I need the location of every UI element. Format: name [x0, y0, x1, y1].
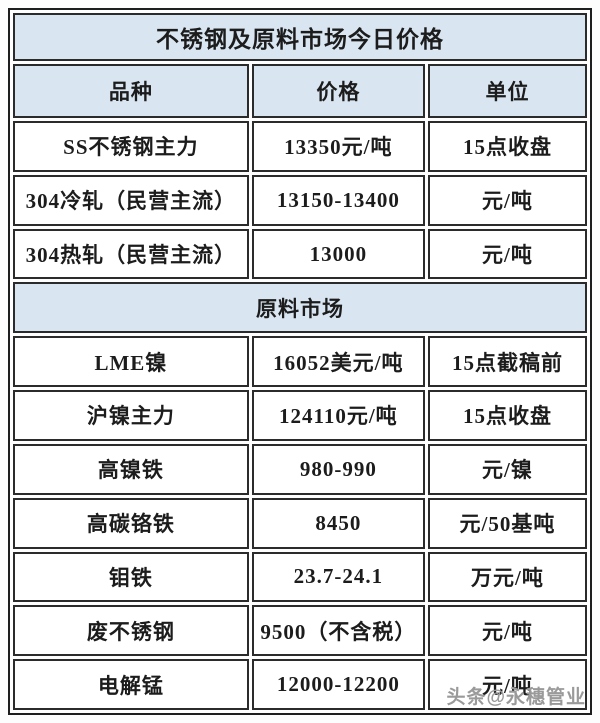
title-row: 不锈钢及原料市场今日价格 [13, 13, 587, 61]
cell-price: 13350元/吨 [251, 121, 425, 172]
cell-price: 13150-13400 [251, 174, 425, 226]
table-row: SS不锈钢主力 13350元/吨 15点收盘 [13, 121, 587, 172]
cell-unit: 元/吨 [427, 174, 587, 226]
cell-name: 沪镍主力 [13, 390, 249, 441]
cell-price: 12000-12200 [251, 659, 425, 710]
cell-name: 钼铁 [13, 551, 249, 603]
column-header-row: 品种 价格 单位 [13, 64, 587, 118]
cell-name: 304冷轧（民营主流） [13, 174, 249, 226]
cell-unit: 元/吨 [427, 605, 587, 657]
table-row: 高镍铁 980-990 元/镍 [13, 443, 587, 495]
cell-name: 高镍铁 [13, 443, 249, 495]
table-title: 不锈钢及原料市场今日价格 [13, 13, 587, 61]
table-row: LME镍 16052美元/吨 15点截稿前 [13, 336, 587, 388]
cell-unit: 元/吨 [427, 659, 587, 710]
cell-unit: 15点收盘 [427, 121, 587, 172]
table-row: 304冷轧（民营主流） 13150-13400 元/吨 [13, 174, 587, 226]
table-row: 钼铁 23.7-24.1 万元/吨 [13, 551, 587, 603]
column-header-0: 品种 [13, 64, 249, 118]
cell-price: 16052美元/吨 [251, 336, 425, 388]
table-row: 304热轧（民营主流） 13000 元/吨 [13, 228, 587, 280]
price-table: 不锈钢及原料市场今日价格 品种 价格 单位 SS不锈钢主力 13350元/吨 15点收盘… [8, 8, 592, 715]
column-header-2: 单位 [427, 64, 587, 118]
cell-unit: 元/吨 [427, 228, 587, 280]
cell-name: 废不锈钢 [13, 605, 249, 657]
cell-price: 9500（不含税） [251, 605, 425, 657]
cell-name: SS不锈钢主力 [13, 121, 249, 172]
table-row: 废不锈钢 9500（不含税） 元/吨 [13, 605, 587, 657]
cell-name: 高碳铬铁 [13, 497, 249, 549]
table-row: 沪镍主力 124110元/吨 15点收盘 [13, 390, 587, 441]
column-header-1: 价格 [251, 64, 425, 118]
cell-price: 8450 [251, 497, 425, 549]
cell-unit: 元/50基吨 [427, 497, 587, 549]
cell-unit: 15点收盘 [427, 390, 587, 441]
table-row: 高碳铬铁 8450 元/50基吨 [13, 497, 587, 549]
cell-name: LME镍 [13, 336, 249, 388]
cell-name: 304热轧（民营主流） [13, 228, 249, 280]
table-row: 电解锰 12000-12200 元/吨 [13, 659, 587, 710]
cell-unit: 万元/吨 [427, 551, 587, 603]
cell-price: 980-990 [251, 443, 425, 495]
cell-price: 13000 [251, 228, 425, 280]
section-row: 原料市场 [13, 282, 587, 334]
cell-unit: 元/镍 [427, 443, 587, 495]
cell-name: 电解锰 [13, 659, 249, 710]
cell-price: 23.7-24.1 [251, 551, 425, 603]
cell-price: 124110元/吨 [251, 390, 425, 441]
section-title: 原料市场 [13, 282, 587, 334]
cell-unit: 15点截稿前 [427, 336, 587, 388]
